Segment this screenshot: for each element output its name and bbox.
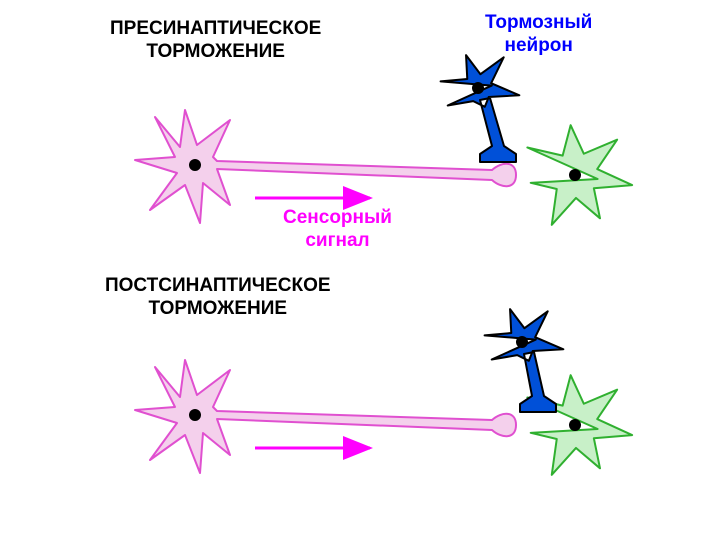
sensory-neuron-bottom bbox=[135, 360, 516, 473]
postsynaptic-neuron-top bbox=[527, 125, 632, 225]
presynaptic-title: ПРЕСИНАПТИЧЕСКОЕ ТОРМОЖЕНИЕ bbox=[110, 18, 321, 64]
sensory-signal-label: Сенсорный сигнал bbox=[283, 207, 392, 253]
postsynaptic-title: ПОСТСИНАПТИЧЕСКОЕ ТОРМОЖЕНИЕ bbox=[105, 275, 331, 321]
presynaptic-title-line2: ТОРМОЖЕНИЕ bbox=[146, 41, 285, 62]
inhibitory-neuron-bottom bbox=[485, 309, 564, 412]
postsynaptic-title-line1: ПОСТСИНАПТИЧЕСКОЕ bbox=[105, 275, 331, 296]
postsynaptic-title-line2: ТОРМОЖЕНИЕ bbox=[148, 298, 287, 319]
diagram-canvas bbox=[0, 0, 720, 540]
presynaptic-title-line1: ПРЕСИНАПТИЧЕСКОЕ bbox=[110, 18, 321, 39]
inhibitory-label-line2: нейрон bbox=[504, 35, 572, 56]
sensory-label-line1: Сенсорный bbox=[283, 207, 392, 228]
sensory-label-line2: сигнал bbox=[305, 230, 369, 251]
inhibitory-neuron-label: Тормозный нейрон bbox=[485, 12, 592, 58]
inhibitory-neuron-top bbox=[441, 55, 520, 162]
inhibitory-label-line1: Тормозный bbox=[485, 12, 592, 33]
